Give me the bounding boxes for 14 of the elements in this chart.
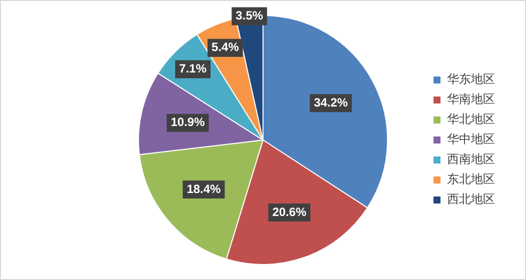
legend-label: 华东地区 (447, 72, 495, 86)
legend-label: 华南地区 (447, 92, 495, 106)
data-label: 3.5% (236, 8, 264, 23)
data-label: 20.6% (272, 204, 307, 219)
legend-label: 华北地区 (447, 112, 495, 126)
data-label: 5.4% (212, 40, 240, 54)
legend-label: 西北地区 (447, 192, 495, 206)
legend-label: 东北地区 (447, 172, 495, 186)
legend-label: 华中地区 (447, 132, 495, 146)
data-label: 34.2% (314, 95, 348, 110)
data-label: 10.9% (170, 115, 206, 130)
legend-label: 西南地区 (447, 152, 495, 166)
data-label: 7.1% (179, 62, 207, 76)
data-label: 18.4% (186, 182, 222, 196)
